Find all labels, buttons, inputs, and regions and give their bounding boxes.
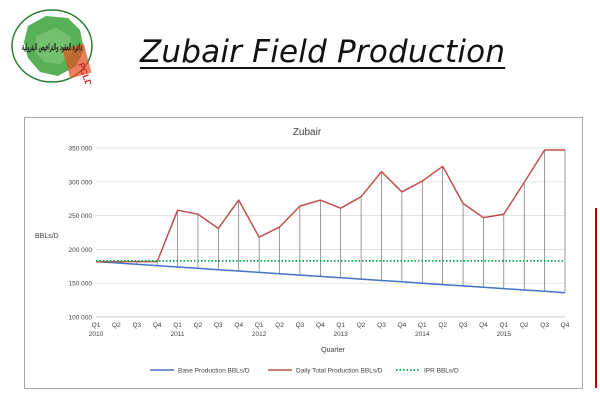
x-tick-label: Q3 (296, 322, 305, 329)
x-year-label: 2014 (415, 331, 430, 338)
chart-frame: Zubair BBLs/D Quarter 100 000 150 000 200 … (24, 117, 583, 389)
legend: Base Production BBLs/D Daily Total Produc… (150, 368, 459, 375)
x-tick-label: Q2 (438, 322, 447, 329)
logo: PCLD دائرة العقود والتراخيص البترولية (6, 6, 100, 88)
x-tick-label: Q4 (234, 322, 243, 329)
y-tick-label: 250 000 (69, 213, 93, 220)
x-tick-label: Q2 (112, 322, 121, 329)
x-year-label: 2015 (497, 331, 512, 338)
x-tick-label: Q1 (92, 322, 101, 329)
x-tick-label: Q3 (377, 322, 386, 329)
slide-title: Zubair Field Production (140, 34, 506, 70)
x-tick-label: Q2 (194, 322, 203, 329)
logo-image: PCLD دائرة العقود والتراخيص البترولية (11, 9, 94, 88)
logo-text: دائرة العقود والتراخيص البترولية (22, 42, 82, 53)
y-tick-label: 300 000 (69, 179, 93, 186)
x-tick-label: Q1 (418, 322, 427, 329)
x-tick-label: Q3 (540, 322, 549, 329)
chart-title: Zubair (293, 127, 322, 138)
x-year-label: 2013 (333, 331, 348, 338)
accent-line (595, 208, 597, 388)
x-tick-label: Q4 (479, 322, 488, 329)
x-year-label: 2010 (89, 331, 104, 338)
x-tick-label: Q1 (173, 322, 182, 329)
x-tick-label: Q4 (316, 322, 325, 329)
x-tick-label: Q1 (336, 322, 345, 329)
y-axis-label: BBLs/D (35, 233, 59, 240)
legend-label: Base Production BBLs/D (178, 368, 250, 375)
x-tick-label: Q2 (357, 322, 366, 329)
x-tick-label: Q2 (275, 322, 284, 329)
legend-label: Daily Total Production BBLs/D (296, 368, 383, 375)
legend-label: IPR BBLs/D (424, 368, 459, 375)
y-tick-label: 200 000 (69, 247, 93, 254)
series-line (96, 149, 565, 263)
x-tick-label: Q4 (398, 322, 407, 329)
production-chart: Zubair BBLs/D Quarter 100 000 150 000 200 … (35, 127, 570, 375)
x-tick-label: Q3 (459, 322, 468, 329)
x-tick-label: Q3 (132, 322, 141, 329)
series-lines (95, 149, 566, 294)
drop-lines (116, 150, 566, 293)
x-tick-label: Q4 (561, 322, 570, 329)
x-tick-label: Q4 (153, 322, 162, 329)
y-tick-label: 150 000 (69, 281, 93, 288)
x-year-label: 2011 (171, 331, 185, 338)
x-tick-label: Q2 (520, 322, 529, 329)
x-tick-label: Q1 (255, 322, 264, 329)
x-tick-label: Q1 (499, 322, 508, 329)
y-tick-label: 350 000 (69, 146, 93, 153)
series-line (95, 260, 566, 294)
x-axis-label: Quarter (321, 347, 345, 354)
gridlines (96, 147, 565, 318)
y-tick-label: 100 000 (69, 315, 93, 322)
x-year-label: 2012 (252, 331, 267, 338)
axes: 100 000 150 000 200 000 250 000 300 000 350 0… (69, 146, 570, 339)
x-tick-label: Q3 (214, 322, 223, 329)
